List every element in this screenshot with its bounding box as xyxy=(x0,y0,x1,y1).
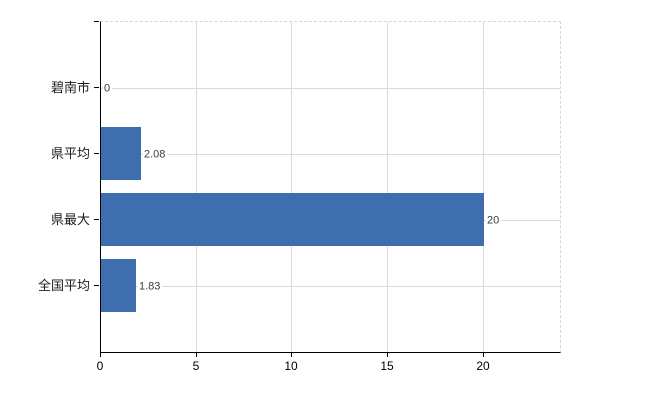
x-axis-tick xyxy=(196,352,197,357)
x-axis-tick-label: 20 xyxy=(476,359,490,373)
x-gridline xyxy=(196,22,197,352)
x-axis-tick xyxy=(100,352,101,357)
x-axis-tick-label: 15 xyxy=(380,359,394,373)
x-axis-tick xyxy=(387,352,388,357)
plot-area: 0 2.08 20 1.83 xyxy=(100,21,561,353)
bar xyxy=(101,259,136,312)
y-axis-tick xyxy=(94,153,99,154)
bar xyxy=(101,127,141,180)
category-label: 県平均 xyxy=(50,146,90,161)
x-gridline xyxy=(291,22,292,352)
bar-value-label: 20 xyxy=(486,214,502,228)
category-label: 県最大 xyxy=(50,212,90,227)
bar-value-label: 0 xyxy=(103,82,113,96)
y-gridline xyxy=(101,154,560,155)
x-axis-tick-label: 10 xyxy=(284,359,298,373)
y-axis-tick xyxy=(94,87,99,88)
x-axis-tick-label: 0 xyxy=(96,359,104,373)
y-axis-tick xyxy=(94,219,99,220)
y-gridline xyxy=(101,286,560,287)
bar xyxy=(101,193,484,246)
y-axis-top-tick xyxy=(94,21,99,22)
category-label: 碧南市 xyxy=(50,80,90,95)
x-axis-tick xyxy=(483,352,484,357)
bar-value-label: 1.83 xyxy=(138,280,163,294)
bar-value-label: 2.08 xyxy=(143,148,168,162)
x-gridline xyxy=(483,22,484,352)
x-gridline xyxy=(387,22,388,352)
x-axis-tick-label: 5 xyxy=(192,359,200,373)
category-label: 全国平均 xyxy=(37,278,90,293)
y-gridline xyxy=(101,88,560,89)
y-axis-tick xyxy=(94,285,99,286)
x-axis-tick xyxy=(291,352,292,357)
